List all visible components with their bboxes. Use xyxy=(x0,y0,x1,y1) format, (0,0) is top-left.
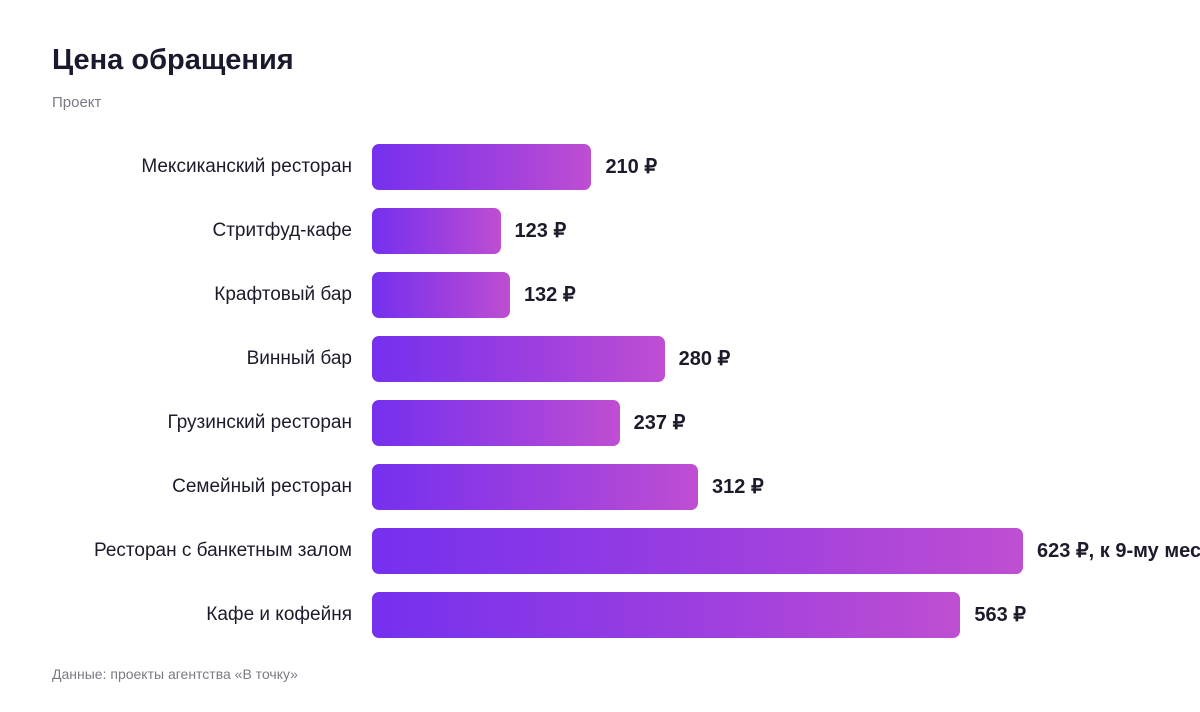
bar xyxy=(372,336,665,382)
chart-subtitle: Проект xyxy=(52,94,102,111)
category-label: Мексиканский ресторан xyxy=(141,156,352,177)
category-label: Грузинский ресторан xyxy=(167,412,352,433)
chart-source-note: Данные: проекты агентства «В точку» xyxy=(52,666,298,682)
category-label: Семейный ресторан xyxy=(172,476,352,497)
bar-value-label: 210 ₽ xyxy=(605,156,658,178)
chart-title: Цена обращения xyxy=(52,44,294,76)
category-label: Крафтовый бар xyxy=(214,284,352,305)
bar-value-label: 312 ₽ xyxy=(712,476,764,498)
bar-value-label: 280 ₽ xyxy=(678,348,731,370)
bar-value-label: 123 ₽ xyxy=(514,220,567,242)
bar xyxy=(372,592,961,638)
category-label: Винный бар xyxy=(246,348,352,369)
bar xyxy=(372,144,592,190)
bar-value-label: 132 ₽ xyxy=(523,284,576,306)
bar xyxy=(372,208,501,254)
bar xyxy=(372,272,510,318)
bar-value-label: 237 ₽ xyxy=(633,412,686,434)
bar xyxy=(372,528,1024,574)
bar xyxy=(372,464,699,510)
bar-value-label: 623 ₽, к 9-му мес xyxy=(1037,540,1200,562)
category-label: Ресторан с банкетным залом xyxy=(93,540,352,561)
bar xyxy=(372,400,620,446)
bar-value-label: 563 ₽ xyxy=(974,604,1026,626)
category-label: Кафе и кофейня xyxy=(206,604,352,625)
category-label: Стритфуд-кафе xyxy=(212,220,352,241)
